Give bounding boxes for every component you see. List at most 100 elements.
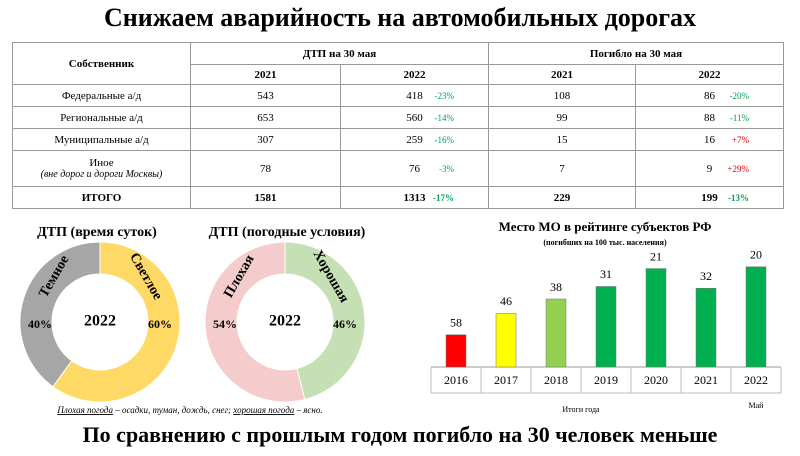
table-row: Федеральные а/д 543 418 -23% 108 86 -20%	[12, 84, 784, 107]
cell-value: 99	[556, 111, 568, 124]
x-tick-label: 2019	[594, 373, 618, 387]
header-cell: 2021	[190, 64, 341, 85]
table-cell: 1313 -17%	[340, 186, 489, 209]
cell-value: 78	[260, 162, 271, 175]
cell-value: 199	[701, 191, 718, 204]
x-tick-label: 2016	[444, 373, 468, 387]
cell-value: 76	[409, 162, 420, 175]
cell-value: 259	[406, 133, 423, 146]
row-name: Региональные а/д	[12, 106, 191, 129]
change: -14%	[434, 112, 455, 123]
cell-value: 9	[706, 162, 713, 175]
value-label: 58	[450, 316, 462, 330]
chart-title: ДТП (время суток)	[37, 225, 157, 240]
x-tick-label: 2020	[644, 373, 668, 387]
cell-value: 86	[704, 89, 715, 102]
footnote-part: – осадки, туман, дождь, снег;	[113, 405, 233, 415]
row-label: ИТОГО	[81, 191, 122, 204]
row-name: Федеральные а/д	[12, 84, 191, 107]
row-label: Муниципальные а/д	[54, 133, 149, 146]
bar	[745, 266, 767, 368]
chart-title: ДТП (погодные условия)	[209, 225, 366, 240]
value-label: 32	[700, 269, 712, 283]
footnote-part: Плохая погода	[56, 405, 113, 415]
header-row: 2021 2022 2021 2022	[13, 64, 784, 85]
value-label: 31	[600, 267, 612, 281]
cell-value: 560	[406, 111, 423, 124]
chart-title: Место МО в рейтинге субъектов РФ	[499, 219, 712, 234]
change: -16%	[434, 134, 455, 145]
table: Собственник ДТП на 30 мая Погибло на 30 ма…	[12, 42, 784, 209]
value-label: 46	[500, 294, 512, 308]
table-cell: 653	[190, 106, 341, 129]
row-label: Региональные а/д	[60, 111, 143, 124]
cell-value: 229	[553, 191, 571, 204]
value-label: 60%	[148, 317, 172, 331]
footer: По сравнению с прошлым годом погибло на …	[83, 422, 718, 447]
value-label: 21	[650, 249, 662, 263]
x-tick-label: 2021	[694, 373, 718, 387]
table-cell: 259 -16%	[340, 128, 489, 151]
table-cell: 88 -11%	[635, 106, 784, 129]
change: -3%	[439, 163, 454, 174]
cell-value: 15	[556, 133, 568, 146]
row-name: Муниципальные а/д	[12, 128, 191, 151]
center-label: 2022	[84, 313, 116, 330]
change: +29%	[727, 163, 749, 174]
footnote: Плохая погода – осадки, туман, дождь, сн…	[56, 405, 322, 415]
header-cell: ДТП на 30 мая	[190, 42, 489, 65]
value-label: 20	[750, 248, 762, 262]
table-cell: 78	[190, 150, 341, 187]
table-cell: 560 -14%	[340, 106, 489, 129]
cell-value: 88	[704, 111, 715, 124]
value-label: 46%	[333, 317, 357, 331]
table-cell: 543	[190, 84, 341, 107]
table-cell: 7	[488, 150, 636, 187]
table-cell: 199 -13%	[635, 186, 784, 209]
center-label: 2022	[269, 313, 301, 330]
cell-value: 1581	[254, 191, 277, 204]
x-tick-label: 2017	[494, 373, 518, 387]
donut-slice	[284, 241, 366, 401]
change: -17%	[433, 192, 454, 203]
annotation: Май	[749, 401, 765, 410]
cell-value: 653	[257, 111, 274, 124]
row-name: Иное (вне дорог и дороги Москвы)	[12, 150, 191, 187]
x-axis-label: Итоги года	[562, 405, 600, 414]
table-row: Иное (вне дорог и дороги Москвы) 78 76 -3% 7 9…	[12, 150, 784, 187]
change: -13%	[728, 192, 749, 203]
bar	[545, 298, 567, 368]
table-cell: 108	[488, 84, 636, 107]
row-note: (вне дорог и дороги Москвы)	[40, 169, 163, 180]
table-cell: 76 -3%	[340, 150, 489, 187]
table-cell: 99	[488, 106, 636, 129]
table-row: Муниципальные а/д 307 259 -16% 15 16 +7%	[12, 128, 784, 151]
value-label: 54%	[213, 317, 237, 331]
cell-value: 108	[553, 89, 571, 102]
cell-value: 16	[704, 133, 715, 146]
cell-value: 1313	[403, 191, 426, 204]
header-cell: Собственник	[12, 42, 191, 85]
header-cell: 2022	[340, 64, 489, 85]
donut-slice	[52, 241, 181, 403]
row-label: Иное	[89, 157, 114, 169]
value-label: 38	[550, 280, 562, 294]
header-cell: 2022	[635, 64, 784, 85]
bar	[445, 334, 467, 368]
cell-value: 307	[257, 133, 274, 146]
donut-slice	[204, 241, 306, 403]
header-row: Собственник ДТП на 30 мая Погибло на 30 ма…	[12, 42, 784, 85]
footnote-part: хорошая погода	[232, 405, 294, 415]
table-cell: 86 -20%	[635, 84, 784, 107]
table-row: ИТОГО 1581 1313 -17% 229 199 -13%	[12, 186, 784, 209]
bar	[645, 268, 667, 368]
change: -23%	[434, 90, 455, 101]
change: -11%	[729, 112, 749, 123]
row-name: ИТОГО	[12, 186, 191, 209]
table-cell: 15	[488, 128, 636, 151]
x-tick-label: 2018	[544, 373, 568, 387]
x-tick-label: 2022	[744, 373, 768, 387]
table-cell: 418 -23%	[340, 84, 489, 107]
chart-subtitle: (погибших на 100 тыс. населения)	[543, 238, 667, 247]
bar	[595, 286, 617, 368]
